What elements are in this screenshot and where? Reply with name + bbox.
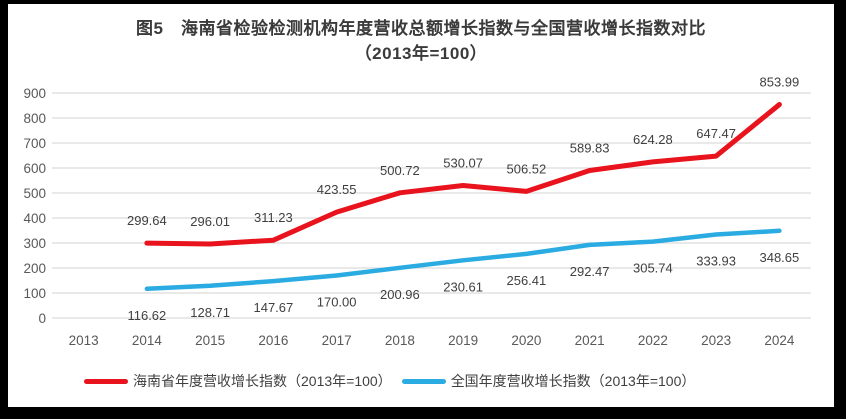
hainan-data-label: 624.28 [633,132,673,147]
hainan-data-label: 530.07 [443,155,483,170]
y-axis-tick-label: 700 [23,136,46,151]
y-axis-tick-label: 200 [23,261,46,276]
national-data-label: 147.67 [253,300,293,315]
x-axis-tick-label: 2024 [764,333,795,348]
national-data-label: 292.47 [570,264,610,279]
hainan-series-line [144,102,782,247]
x-axis-tick-label: 2022 [638,333,668,348]
y-axis-tick-label: 500 [23,186,46,201]
hainan-data-label: 311.23 [254,210,293,225]
hainan-data-label: 647.47 [696,126,736,141]
y-axis-tick-label: 800 [23,111,46,126]
x-axis-tick-label: 2020 [511,333,541,348]
y-axis-tick-label: 400 [23,211,46,226]
chart-title-line1: 图5 海南省检验检测机构年度营收总额增长指数与全国营收增长指数对比 [136,19,706,38]
chart-title: 图5 海南省检验检测机构年度营收总额增长指数与全国营收增长指数对比 （2013年… [8,16,834,66]
national-data-label: 128.71 [190,305,230,320]
line-chart: 0 100 200 300 400 500 600 700 800 900 2013 2014 2015… [23,75,811,348]
x-axis-tick-label: 2018 [385,333,415,348]
hainan-data-label: 589.83 [570,141,610,156]
national-data-label: 348.65 [759,250,799,265]
legend-label-hainan: 海南省年度营收增长指数（2013年=100） [133,373,392,389]
national-series-line [144,228,782,292]
national-data-label: 200.96 [380,287,420,302]
y-axis-tick-label: 900 [23,86,46,101]
red-line-swatch-icon [84,378,128,384]
x-axis-tick-label: 2013 [69,333,99,348]
y-axis-tick-label: 0 [38,311,46,326]
blue-line-swatch-icon [401,378,446,384]
chart-title-line2: （2013年=100） [354,44,488,63]
x-axis-tick-label: 2017 [322,333,352,348]
hainan-data-label: 506.52 [506,161,546,176]
hainan-data-label: 296.01 [190,214,230,229]
chart-legend: 海南省年度营收增长指数（2013年=100） 全国年度营收增长指数（2013年=… [8,370,834,392]
legend-label-national: 全国年度营收增长指数（2013年=100） [450,373,696,389]
national-data-label: 170.00 [317,295,357,310]
x-axis-tick-label: 2015 [195,333,225,348]
y-axis-tick-label: 600 [23,161,46,176]
x-axis-tick-label: 2019 [448,333,478,348]
x-axis-tick-label: 2021 [575,333,605,348]
national-data-label: 116.62 [127,308,166,323]
national-data-label: 305.74 [633,261,673,276]
hainan-data-label: 853.99 [759,75,799,90]
hainan-data-label: 423.55 [317,182,357,197]
x-axis-tick-label: 2023 [701,333,731,348]
legend-item-national: 全国年度营收增长指数（2013年=100） [401,371,696,391]
national-data-label: 230.61 [443,279,483,294]
national-data-label: 256.41 [506,273,546,288]
y-axis-tick-label: 100 [23,286,46,301]
chart-canvas: 图5 海南省检验检测机构年度营收总额增长指数与全国营收增长指数对比 （2013年… [8,4,834,407]
y-axis-tick-label: 300 [23,236,46,251]
x-axis-tick-label: 2014 [132,333,163,348]
x-axis-tick-label: 2016 [258,333,288,348]
hainan-data-label: 299.64 [127,213,167,228]
legend-item-hainan: 海南省年度营收增长指数（2013年=100） [84,371,392,391]
hainan-data-label: 500.72 [380,163,420,178]
national-data-label: 333.93 [696,254,736,269]
